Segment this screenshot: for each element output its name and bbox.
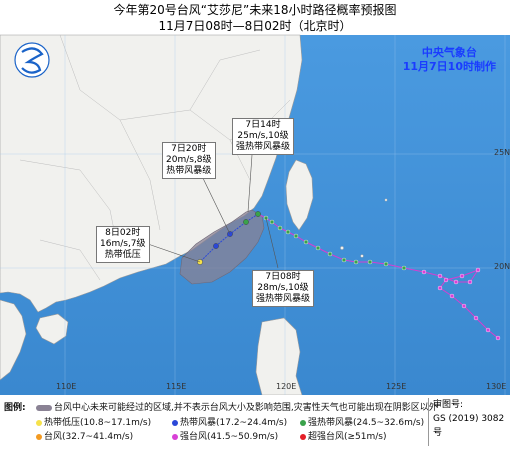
island: [360, 254, 364, 258]
past-position-marker: [475, 267, 481, 273]
past-position-marker: [277, 225, 283, 231]
callout-time: 7日14时: [245, 120, 281, 130]
past-position-marker: [269, 219, 275, 225]
island: [340, 246, 344, 250]
past-position-marker: [437, 273, 443, 279]
past-position-marker: [293, 233, 299, 239]
lon-label: 110E: [56, 382, 77, 391]
ts-dot-icon: [172, 419, 178, 426]
legend-item: 超强台风(≥51m/s): [300, 429, 387, 442]
callout-category: 强热带风暴级: [236, 142, 291, 152]
past-position-marker: [421, 269, 427, 275]
graticule: [0, 35, 510, 395]
cone-description: 台风中心未来可能经过的区域,并不表示台风大小及影响范围,灾害性天气也可能出现在阴…: [54, 403, 438, 413]
past-position-marker: [485, 327, 491, 333]
lon-label: 120E: [276, 382, 297, 391]
callout-wind: 20m/s,8级: [166, 155, 212, 165]
past-position-marker: [367, 259, 373, 265]
lon-label: 130E: [486, 382, 507, 391]
legend-label: 强台风(41.5~50.9m/s): [180, 432, 279, 442]
past-position-marker: [401, 265, 407, 271]
past-position-marker: [315, 245, 321, 251]
past-position-marker: [453, 279, 459, 285]
past-position-marker: [353, 259, 359, 265]
past-position-marker: [383, 261, 389, 267]
past-position-marker: [459, 273, 465, 279]
issue-time: 11月7日10时制作: [402, 60, 496, 73]
map-title: 今年第20号台风“艾莎尼”未来18小时路径概率预报图 11月7日08时—8日02…: [0, 0, 510, 34]
callout-category: 热带风暴级: [166, 166, 212, 176]
legend-label: 强热带风暴(24.5~32.6m/s): [308, 418, 425, 428]
callout-time: 8日02时: [105, 228, 141, 238]
forecast-position-marker: [243, 219, 249, 225]
callout-wind: 16m/s,7级: [100, 239, 146, 249]
island: [384, 198, 388, 202]
approval-label: 审图号:: [433, 400, 464, 410]
map-approval-box: 审图号: GS (2019) 3082号: [428, 398, 510, 446]
callout-7d08h: 7日08时 28m/s,10级 强热带风暴级: [252, 270, 315, 307]
past-position-marker: [437, 285, 443, 291]
ty-dot-icon: [36, 433, 42, 440]
callout-7d14h: 7日14时 25m/s,10级 强热带风暴级: [232, 118, 295, 155]
legend: 图例: 台风中心未来可能经过的区域,并不表示台风大小及影响范围,灾害性天气也可能…: [0, 395, 510, 450]
legend-item: 热带风暴(17.2~24.4m/s): [172, 415, 287, 428]
legend-cone-row: 台风中心未来可能经过的区域,并不表示台风大小及影响范围,灾害性天气也可能出现在阴…: [36, 400, 438, 413]
past-position-marker: [341, 257, 347, 263]
callout-7d20h: 7日20时 20m/s,8级 热带风暴级: [162, 142, 216, 179]
callout-time: 7日08时: [265, 272, 301, 282]
past-position-marker: [473, 315, 479, 321]
approval-number: GS (2019) 3082号: [433, 414, 505, 438]
sty-dot-icon: [172, 433, 178, 440]
forecast-track: [197, 211, 261, 265]
forecast-position-marker: [255, 211, 261, 217]
lat-label: 25N: [494, 148, 510, 157]
past-position-marker: [285, 229, 291, 235]
lon-label: 115E: [166, 382, 187, 391]
sts-dot-icon: [300, 419, 306, 426]
title-line-1: 今年第20号台风“艾莎尼”未来18小时路径概率预报图: [113, 3, 397, 17]
legend-item: 强热带风暴(24.5~32.6m/s): [300, 415, 424, 428]
past-position-marker: [327, 251, 333, 257]
cma-logo: [14, 42, 50, 78]
legend-heading: 图例:: [4, 403, 26, 413]
past-position-marker: [443, 277, 449, 283]
callout-category: 热带低压: [104, 250, 141, 260]
taiwan-island: [285, 159, 314, 231]
callout-8d02h: 8日02时 16m/s,7级 热带低压: [96, 226, 150, 263]
callout-wind: 28m/s,10级: [257, 283, 309, 293]
forecast-position-marker: [213, 243, 219, 249]
legend-label: 台风(32.7~41.4m/s): [44, 432, 134, 442]
title-line-2: 11月7日08时—8日02时（北京时）: [158, 19, 352, 33]
lon-label: 125E: [386, 382, 407, 391]
luzon-island: [255, 317, 303, 396]
legend-item: 热带低压(10.8~17.1m/s): [36, 415, 151, 428]
past-position-marker: [303, 239, 309, 245]
legend-item: 台风(32.7~41.4m/s): [36, 429, 133, 442]
past-position-marker: [495, 335, 501, 341]
indochina-coast: [0, 299, 27, 381]
legend-label: 热带风暴(17.2~24.4m/s): [180, 418, 288, 428]
td-dot-icon: [36, 419, 42, 426]
callout-wind: 25m/s,10级: [237, 131, 289, 141]
past-position-marker: [449, 293, 455, 299]
legend-label: 热带低压(10.8~17.1m/s): [44, 418, 152, 428]
callout-time: 7日20时: [171, 144, 207, 154]
past-position-marker: [467, 279, 473, 285]
callout-leaders: [147, 154, 279, 269]
lat-label: 20N: [494, 262, 510, 271]
issuing-agency: 中央气象台 11月7日10时制作: [403, 46, 496, 74]
agency-name: 中央气象台: [421, 46, 477, 59]
super-ty-dot-icon: [300, 433, 306, 440]
legend-item: 强台风(41.5~50.9m/s): [172, 429, 278, 442]
past-position-marker: [461, 303, 467, 309]
hainan-island: [35, 313, 69, 345]
legend-label: 超强台风(≥51m/s): [308, 432, 387, 442]
callout-category: 强热带风暴级: [256, 294, 311, 304]
cone-swatch: [36, 404, 52, 411]
